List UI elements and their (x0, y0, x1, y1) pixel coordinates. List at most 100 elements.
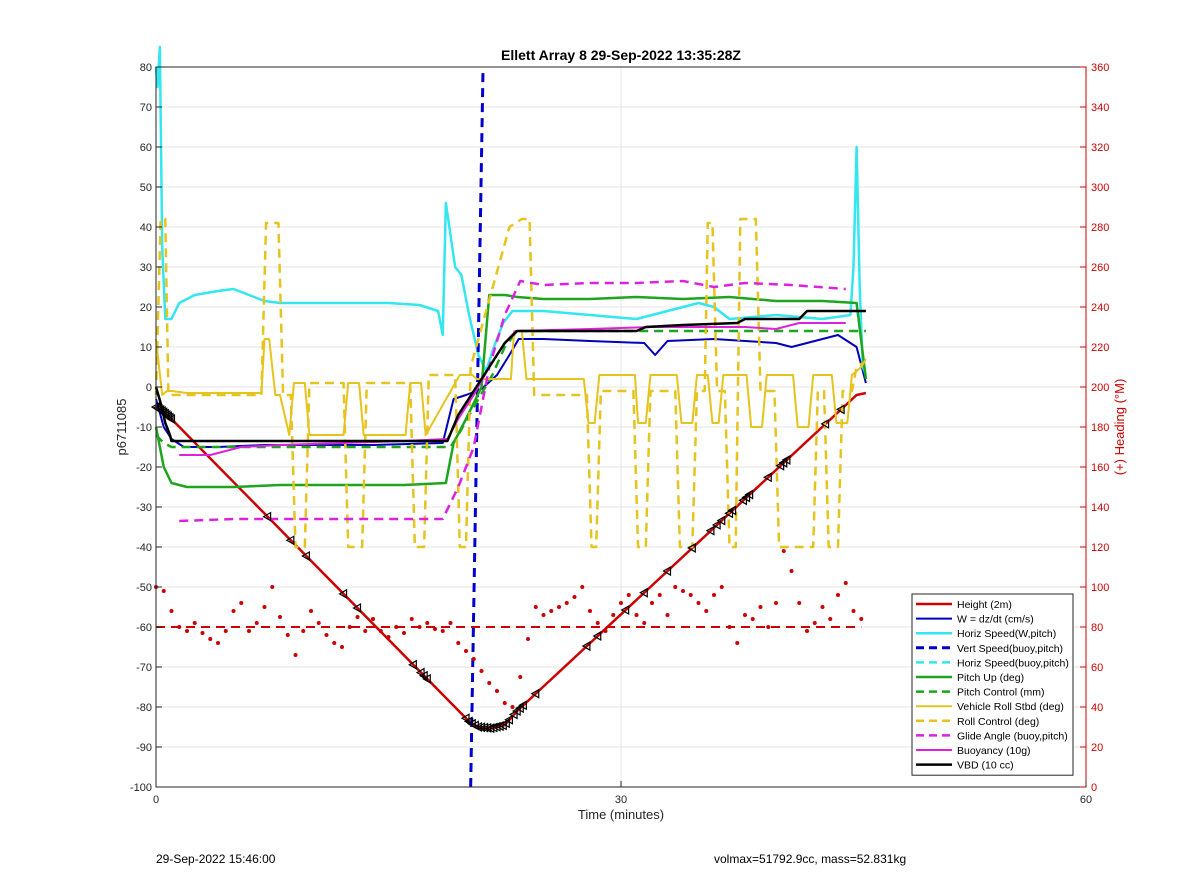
y2-tick-label: 320 (1091, 142, 1109, 154)
heading-point (200, 631, 205, 635)
heading-point (750, 617, 755, 621)
height-marker (460, 713, 470, 724)
heading-point (851, 609, 856, 613)
x-axis-label: Time (minutes) (578, 807, 664, 822)
y2-tick-label: 180 (1091, 422, 1109, 434)
legend: Height (2m) W = dz/dt (cm/s) Horiz Speed(W… (911, 593, 1074, 776)
legend-entry-label: Vehicle Roll Stbd (deg) (957, 701, 1064, 713)
height-marker (716, 515, 726, 526)
heading-point (557, 605, 561, 609)
y2-tick-label: 140 (1091, 502, 1109, 514)
legend-entry-label: Pitch Control (mm) (957, 687, 1045, 699)
height-marker (620, 604, 630, 616)
heading-point (688, 593, 693, 597)
height-marker (687, 542, 696, 553)
height-marker (781, 454, 791, 465)
y2-tick-label: 60 (1091, 662, 1103, 674)
height-marker (408, 659, 417, 670)
height-marker (494, 721, 504, 732)
height-marker (301, 551, 310, 562)
legend-entry-label: Buoyancy (10g) (957, 745, 1031, 757)
height-marker (418, 670, 428, 681)
heading-point (471, 657, 476, 661)
heading-point (386, 635, 391, 639)
heading-point (580, 585, 585, 589)
heading-point (378, 629, 383, 633)
heading-point (836, 593, 840, 597)
heading-point (262, 605, 267, 609)
heading-point (456, 641, 461, 645)
legend-entry-label: Height (2m) (957, 599, 1012, 611)
y-tick-label: -20 (136, 462, 152, 474)
height-marker (639, 587, 648, 598)
heading-point (642, 621, 647, 625)
x-tick-label: 60 (1080, 794, 1092, 806)
heading-point (301, 629, 306, 633)
y2-tick-label: 20 (1091, 742, 1103, 754)
y2-tick-label: 80 (1091, 622, 1103, 634)
y-tick-label: 70 (140, 102, 152, 114)
y-tick-label: 30 (140, 262, 152, 274)
height-marker (835, 404, 845, 415)
heading-point (843, 581, 848, 585)
heading-point (774, 601, 778, 605)
series-line-horiz-speed-w-pitch (154, 45, 868, 376)
heading-point (828, 617, 833, 621)
heading-point (409, 617, 414, 621)
heading-point (626, 593, 631, 597)
y2-tick-label: 280 (1091, 222, 1109, 234)
y-tick-label: -50 (136, 582, 152, 594)
series-line-pitch-up-deg (154, 293, 868, 489)
y2-tick-label: 0 (1091, 782, 1097, 794)
heading-point (564, 601, 569, 605)
height-marker (485, 723, 495, 734)
height-marker (530, 688, 540, 699)
heading-point (805, 629, 809, 633)
heading-point (820, 605, 825, 609)
height-marker (488, 722, 498, 733)
series-line-pitch-control-mm (155, 329, 866, 449)
y-tick-label: -10 (136, 422, 152, 434)
heading-point (216, 641, 220, 645)
heading-point (518, 675, 523, 679)
heading-point (487, 681, 492, 685)
y2-tick-label: 40 (1091, 702, 1103, 714)
y-tick-label: 10 (140, 342, 152, 354)
heading-point (177, 625, 182, 629)
height-marker (415, 667, 425, 678)
y2-tick-label: 240 (1091, 302, 1109, 314)
height-marker (501, 718, 510, 729)
heading-point (347, 625, 352, 629)
y-tick-label: -40 (136, 542, 152, 554)
height-marker (727, 505, 737, 516)
y-tick-label: 60 (140, 142, 152, 154)
heading-point (526, 637, 530, 641)
height-marker (518, 700, 527, 711)
y2-tick-label: 200 (1091, 382, 1109, 394)
heading-point (634, 613, 639, 617)
series-line-vbd-10-cc (154, 309, 866, 443)
heading-point (502, 701, 507, 705)
heading-point (704, 609, 709, 613)
heading-point (231, 609, 236, 613)
y-tick-label: -100 (130, 782, 152, 794)
y-tick-label: -60 (136, 622, 152, 634)
height-marker (166, 413, 176, 425)
heading-point (766, 625, 771, 629)
y-tick-label: 40 (140, 222, 152, 234)
heading-point (185, 629, 189, 633)
heading-point (316, 621, 321, 625)
chart-title: Ellett Array 8 29-Sep-2022 13:35:28Z (501, 47, 741, 63)
heading-point (254, 621, 259, 625)
heading-point (161, 589, 166, 593)
legend-box (911, 593, 1074, 776)
height-marker (285, 535, 295, 546)
x-tick-label: 30 (615, 794, 627, 806)
y-tick-label: 0 (146, 382, 152, 394)
heading-point (510, 705, 515, 709)
heading-point (812, 621, 817, 625)
y-tick-label: -90 (136, 742, 152, 754)
height-marker (491, 721, 501, 732)
height-marker (352, 602, 362, 614)
heading-point (417, 625, 422, 629)
